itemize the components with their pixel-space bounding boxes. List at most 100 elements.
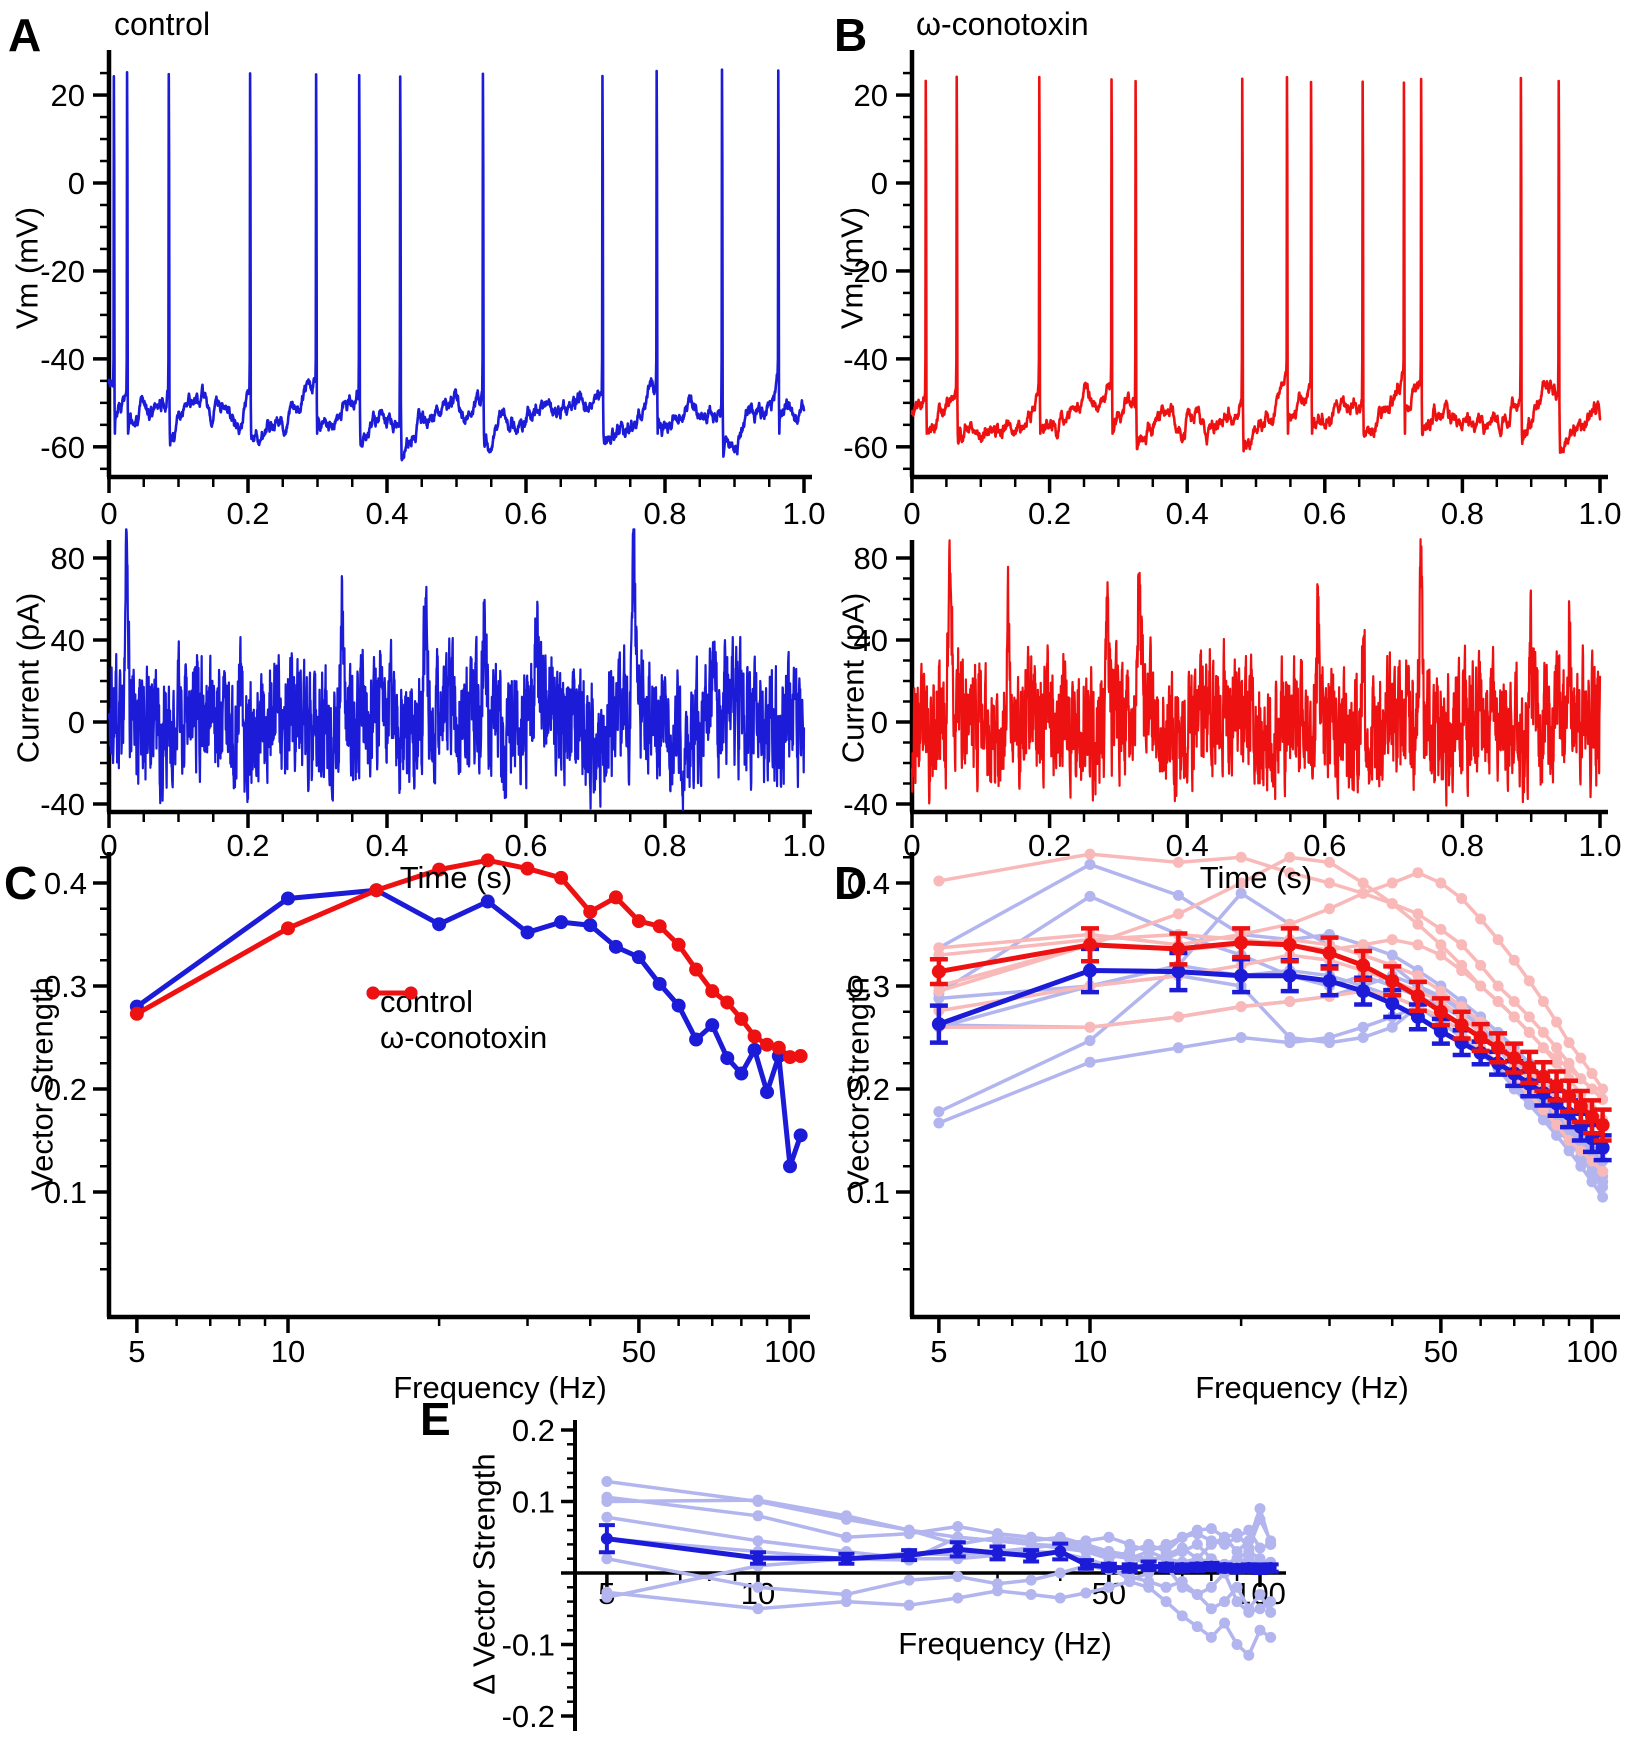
individual-cell-point-conotoxin	[1523, 1026, 1535, 1038]
individual-cell-point-conotoxin	[1324, 877, 1336, 889]
series-ω-conotoxin-point	[760, 1037, 775, 1052]
vm-ytick-label: -40	[40, 342, 85, 377]
mean-difference-point	[1218, 1561, 1231, 1574]
mean-difference-point	[1231, 1562, 1244, 1575]
individual-difference-point	[1219, 1617, 1231, 1629]
mean-difference-point	[752, 1551, 764, 1564]
panel-a-time-axis-label: Time (s)	[399, 860, 513, 895]
individual-cell-point-control	[933, 1117, 945, 1129]
xtick-label: 100	[764, 1334, 816, 1369]
individual-difference-point	[1176, 1531, 1188, 1543]
individual-difference-point	[1191, 1588, 1203, 1600]
individual-cell-point-control	[1357, 1032, 1369, 1043]
individual-cell-point-conotoxin	[1235, 1001, 1247, 1013]
individual-cell-point-conotoxin	[1084, 1021, 1096, 1033]
vm-xtick-label: 1.0	[782, 496, 825, 531]
mean-difference-point	[1205, 1560, 1218, 1573]
ytick-label: -0.2	[502, 1699, 555, 1734]
individual-difference-point	[1231, 1639, 1243, 1650]
mean-difference-point	[951, 1543, 964, 1556]
individual-difference-point	[1080, 1546, 1092, 1558]
individual-cell-point-conotoxin	[1575, 1052, 1587, 1064]
mean-difference-point	[1079, 1558, 1092, 1571]
panel-a-letter: A	[8, 9, 42, 61]
individual-difference-point	[1124, 1571, 1136, 1583]
series-control-point	[608, 939, 623, 954]
mean-difference-point	[1191, 1561, 1204, 1574]
individual-difference-point	[1191, 1621, 1203, 1633]
vm-xtick-label: 0.8	[643, 496, 686, 531]
individual-cell-point-control	[1284, 1032, 1296, 1043]
injected-current-trace	[107, 528, 806, 812]
individual-cell-point-conotoxin	[1551, 1052, 1563, 1064]
individual-difference-point	[1176, 1610, 1188, 1622]
series-ω-conotoxin-point	[631, 914, 646, 929]
panel-d-y-axis-label: Vector Strength	[840, 977, 876, 1191]
current-xtick-label: 0.6	[1303, 828, 1346, 863]
mean-difference-point	[1160, 1561, 1173, 1574]
mean-point-ω-conotoxin	[1549, 1078, 1564, 1093]
individual-cell-point-control	[1084, 890, 1096, 902]
individual-difference-point	[1176, 1576, 1188, 1588]
vm-ytick-label: -60	[40, 430, 85, 465]
individual-cell-point-conotoxin	[1475, 980, 1487, 992]
series-control-point	[671, 998, 686, 1013]
individual-difference-point	[601, 1475, 613, 1487]
xtick-label: 50	[1092, 1576, 1126, 1611]
mean-difference-point	[1054, 1545, 1067, 1558]
panel-c-y-axis-label: Vector Strength	[24, 977, 60, 1191]
series-control-point	[720, 1051, 735, 1066]
individual-difference-point	[601, 1496, 613, 1507]
individual-difference-point	[752, 1510, 764, 1522]
individual-cell-point-control	[1386, 1021, 1398, 1033]
individual-cell-point-conotoxin	[1324, 903, 1336, 915]
individual-cell-point-conotoxin	[1412, 867, 1424, 879]
ytick-label: 0.3	[847, 969, 890, 1004]
individual-cell-point-conotoxin	[1284, 867, 1296, 879]
mean-point-ω-conotoxin	[1507, 1051, 1522, 1066]
individual-difference-point	[1143, 1576, 1155, 1588]
individual-cell-point-conotoxin	[1508, 995, 1520, 1007]
individual-difference-point	[1219, 1596, 1231, 1608]
individual-cell-point-conotoxin	[1492, 995, 1504, 1007]
xtick-label: 5	[930, 1334, 947, 1369]
individual-cell-point-conotoxin	[1475, 959, 1487, 971]
individual-cell-point-conotoxin	[933, 875, 945, 887]
individual-difference-point	[1143, 1546, 1155, 1558]
individual-cell-point-control	[1597, 1181, 1609, 1193]
ytick-label: 0.1	[44, 1175, 87, 1210]
series-control-point	[689, 1032, 704, 1047]
current-xtick-label: 0.8	[643, 828, 686, 863]
individual-cell-point-conotoxin	[1523, 1011, 1535, 1023]
individual-cell-point-conotoxin	[1508, 954, 1520, 966]
mean-point-ω-conotoxin	[1282, 937, 1297, 952]
vm-ytick-label: -20	[40, 254, 85, 289]
mean-point-ω-conotoxin	[1573, 1099, 1588, 1114]
panel-b-letter: B	[834, 9, 868, 61]
xtick-label: 5	[128, 1334, 145, 1369]
mean-difference-point	[1142, 1559, 1155, 1572]
vm-xtick-label: 0.6	[504, 496, 547, 531]
individual-cell-point-conotoxin	[1357, 887, 1369, 899]
panel-e-x-axis-label: Frequency (Hz)	[898, 1626, 1112, 1661]
individual-difference-point	[1191, 1538, 1203, 1550]
individual-difference-point	[840, 1531, 852, 1543]
individual-difference-point	[1243, 1546, 1255, 1558]
mean-difference-point	[1264, 1561, 1277, 1574]
individual-cell-point-conotoxin	[1523, 975, 1535, 987]
individual-difference-point	[1025, 1588, 1037, 1600]
mean-point-control	[1356, 984, 1371, 999]
individual-cell-point-conotoxin	[1597, 1165, 1609, 1177]
ytick-label: 0.2	[44, 1072, 87, 1107]
individual-cell-point-control	[1172, 889, 1184, 901]
individual-difference-point	[1124, 1538, 1136, 1550]
series-ω-conotoxin-point	[520, 861, 535, 876]
individual-difference-point	[1103, 1531, 1115, 1543]
individual-difference-point	[1205, 1581, 1217, 1593]
panel-b-current-axis-label: Current (pA)	[835, 592, 871, 764]
individual-cell-point-conotoxin	[1386, 934, 1398, 946]
individual-difference-point	[903, 1574, 915, 1586]
panel-d-letter: D	[834, 857, 868, 909]
individual-difference-point	[1231, 1528, 1243, 1540]
current-ytick-label: 0	[871, 705, 888, 740]
